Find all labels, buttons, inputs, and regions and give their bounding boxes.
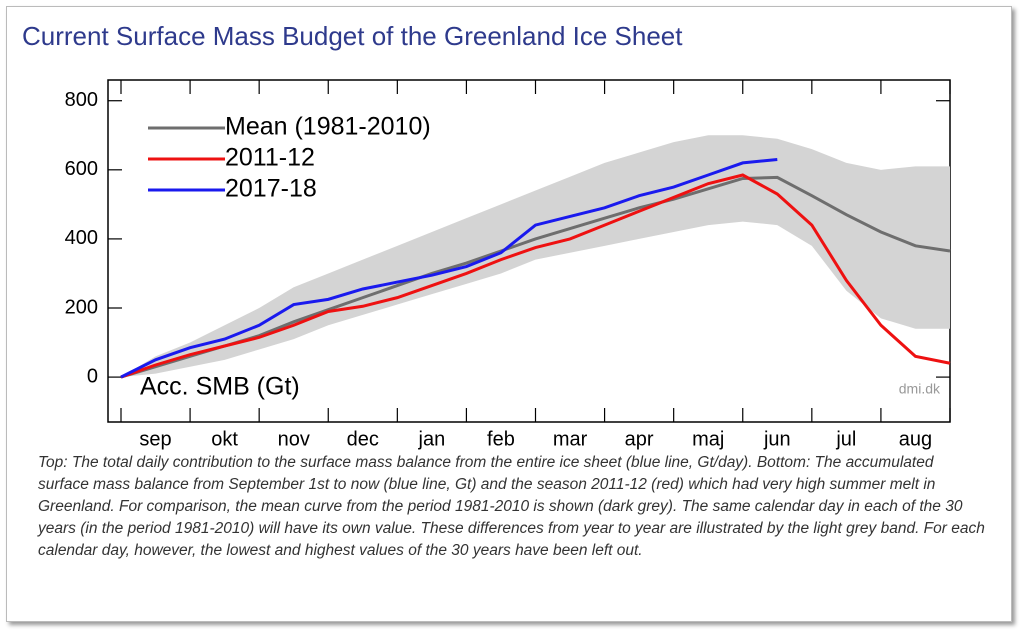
x-tick-label: jul bbox=[835, 428, 856, 450]
series-line bbox=[120, 173, 951, 379]
x-tick-label: dec bbox=[347, 428, 379, 450]
caption: Top: The total daily contribution to the… bbox=[38, 454, 985, 559]
x-tick-label: jun bbox=[763, 428, 791, 450]
source-label: dmi.dk bbox=[899, 381, 941, 397]
legend-label: Mean (1981-2010) bbox=[225, 113, 431, 141]
range-band bbox=[121, 135, 950, 378]
x-tick-label: maj bbox=[692, 428, 724, 450]
y-tick-label: 400 bbox=[65, 227, 98, 249]
legend-label: 2011-12 bbox=[225, 144, 315, 172]
x-tick-label: aug bbox=[899, 428, 932, 450]
x-tick-label: feb bbox=[487, 428, 515, 450]
chart: Current Surface Mass Budget of the Green… bbox=[22, 21, 951, 450]
chart-title: Current Surface Mass Budget of the Green… bbox=[22, 21, 683, 51]
y-tick-label: 800 bbox=[65, 89, 98, 111]
x-tick-label: jan bbox=[418, 428, 446, 450]
y-tick-label: 0 bbox=[87, 365, 98, 387]
x-tick-label: nov bbox=[278, 428, 310, 450]
x-tick-label: okt bbox=[211, 428, 238, 450]
x-tick-label: apr bbox=[625, 428, 654, 450]
series-line bbox=[120, 175, 951, 379]
x-tick-label: sep bbox=[139, 428, 171, 450]
y-tick-label: 200 bbox=[65, 296, 98, 318]
y-tick-label: 600 bbox=[65, 158, 98, 180]
y-annotation: Acc. SMB (Gt) bbox=[140, 373, 300, 401]
legend-label: 2017-18 bbox=[225, 175, 317, 203]
panel bbox=[6, 6, 1012, 622]
series-line bbox=[120, 157, 778, 379]
x-tick-label: mar bbox=[553, 428, 588, 450]
